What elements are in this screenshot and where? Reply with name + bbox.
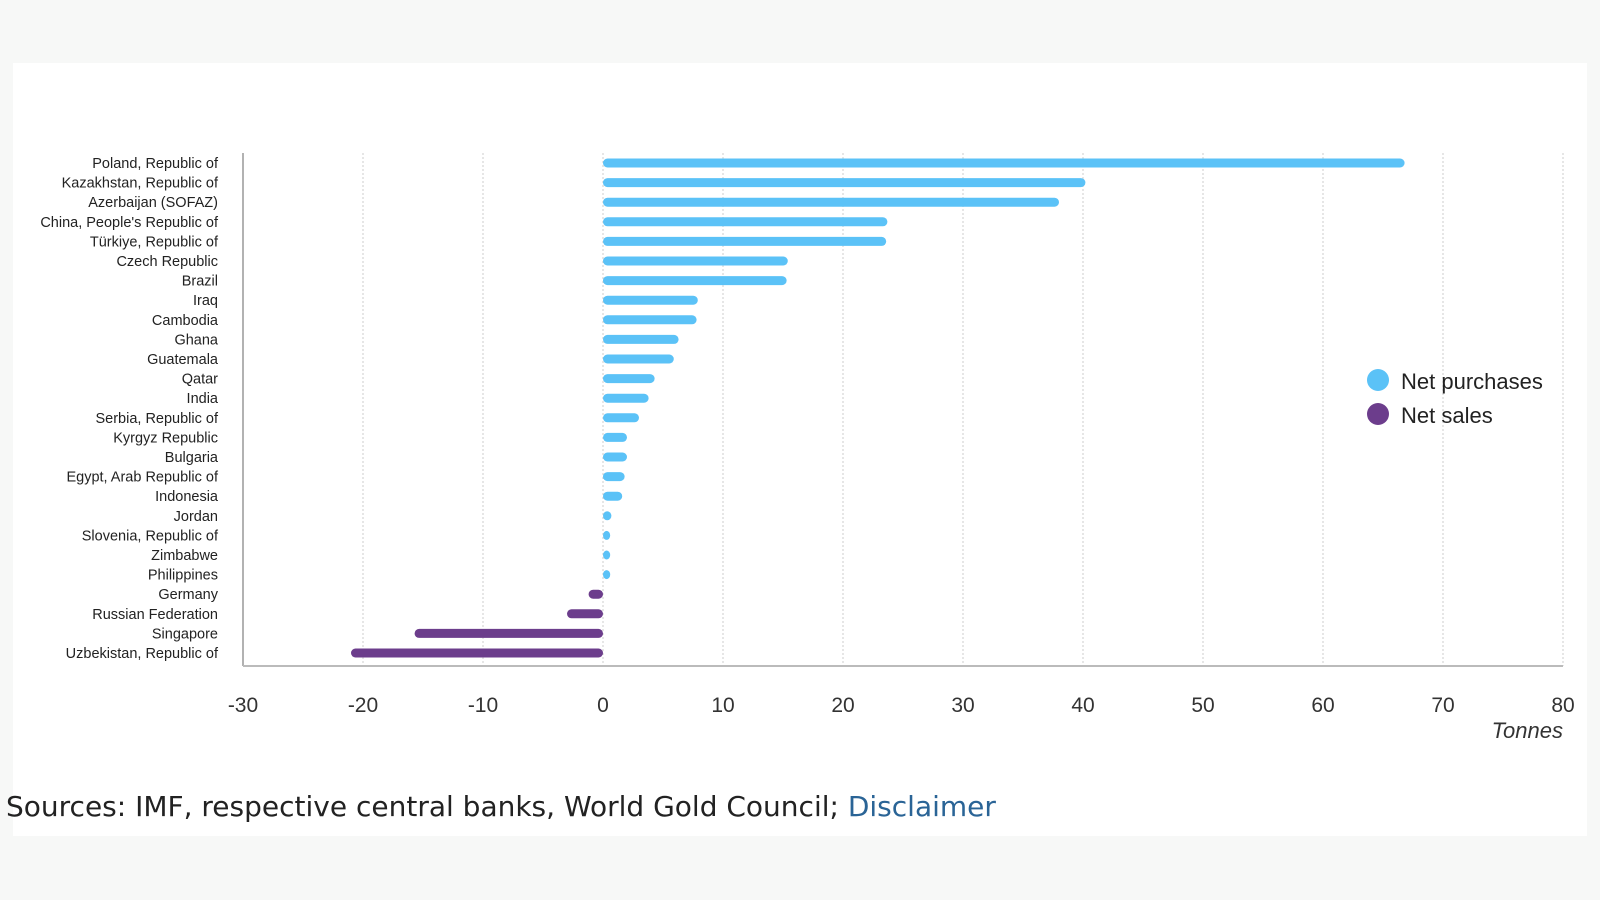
y-tick-label: India (187, 391, 219, 407)
bar-t-rkiye-republic-of[interactable] (603, 236, 887, 246)
x-tick-label: 30 (951, 694, 974, 717)
y-tick-label: Zimbabwe (151, 548, 218, 564)
y-tick-label: Uzbekistan, Republic of (66, 646, 219, 662)
y-tick-label: Jordan (174, 509, 218, 525)
y-tick-label: Qatar (182, 372, 218, 388)
bar-zimbabwe[interactable] (603, 550, 611, 560)
x-tick-label: 0 (597, 694, 609, 717)
bar-qatar[interactable] (603, 374, 655, 384)
legend: Net purchases Net sales (1367, 369, 1543, 428)
y-tick-label: Germany (158, 587, 218, 603)
bar-ghana[interactable] (603, 334, 679, 344)
x-tick-label: 40 (1071, 694, 1094, 717)
bar-bulgaria[interactable] (603, 452, 627, 462)
bar-uzbekistan-republic-of[interactable] (351, 648, 603, 658)
x-axis-title: Tonnes (1492, 718, 1563, 743)
legend-label-net-sales[interactable]: Net sales (1401, 403, 1493, 428)
y-tick-label: Bulgaria (165, 450, 219, 466)
y-tick-label: Philippines (148, 568, 218, 584)
x-tick-label: -20 (348, 694, 378, 717)
y-tick-label: Azerbaijan (SOFAZ) (88, 195, 218, 211)
y-tick-label: China, People's Republic of (40, 215, 219, 231)
sources-text: Sources: IMF, respective central banks, … (6, 790, 848, 823)
bar-azerbaijan-sofaz-[interactable] (603, 197, 1059, 207)
bar-singapore[interactable] (414, 628, 603, 638)
bar-slovenia-republic-of[interactable] (603, 530, 611, 540)
chart-card (13, 63, 1587, 836)
bar-cambodia[interactable] (603, 315, 697, 325)
y-tick-label: Czech Republic (116, 254, 218, 270)
bar-germany[interactable] (588, 589, 603, 599)
x-tick-label: 60 (1311, 694, 1334, 717)
bar-philippines[interactable] (603, 570, 611, 580)
x-tick-label: -30 (228, 694, 258, 717)
x-tick-label: 50 (1191, 694, 1214, 717)
bar-china-people-s-republic-of[interactable] (603, 217, 888, 227)
y-tick-label: Singapore (152, 626, 218, 642)
bar-iraq[interactable] (603, 295, 698, 305)
x-tick-label: -10 (468, 694, 498, 717)
bar-russian-federation[interactable] (567, 609, 603, 619)
bar-czech-republic[interactable] (603, 256, 788, 266)
x-tick-label: 70 (1431, 694, 1454, 717)
sources-note: Sources: IMF, respective central banks, … (6, 790, 996, 823)
bar-guatemala[interactable] (603, 354, 674, 364)
y-tick-label: Egypt, Arab Republic of (66, 470, 219, 486)
y-tick-label: Iraq (193, 293, 218, 309)
bar-poland-republic-of[interactable] (603, 158, 1405, 168)
bar-egypt-arab-republic-of[interactable] (603, 472, 625, 482)
y-tick-label: Cambodia (152, 313, 219, 329)
legend-marker-net-purchases (1367, 369, 1389, 391)
bar-serbia-republic-of[interactable] (603, 413, 639, 423)
bar-kazakhstan-republic-of[interactable] (603, 178, 1086, 188)
legend-marker-net-sales (1367, 403, 1389, 425)
x-tick-label: 80 (1551, 694, 1574, 717)
y-tick-label: Kazakhstan, Republic of (62, 176, 219, 192)
y-tick-label: Slovenia, Republic of (82, 528, 219, 544)
legend-label-net-purchases[interactable]: Net purchases (1401, 369, 1543, 394)
y-tick-label: Kyrgyz Republic (113, 430, 218, 446)
y-tick-label: Serbia, Republic of (95, 411, 218, 427)
y-tick-label: Russian Federation (92, 607, 218, 623)
bar-jordan[interactable] (603, 511, 612, 521)
bar-indonesia[interactable] (603, 491, 623, 501)
bar-kyrgyz-republic[interactable] (603, 432, 627, 442)
disclaimer-link[interactable]: Disclaimer (847, 790, 996, 823)
y-tick-label: Indonesia (155, 489, 219, 505)
x-tick-label: 20 (831, 694, 854, 717)
bar-india[interactable] (603, 393, 649, 403)
y-tick-label: Poland, Republic of (92, 156, 219, 172)
y-tick-label: Brazil (182, 274, 218, 290)
y-tick-label: Türkiye, Republic of (90, 234, 219, 250)
y-tick-label: Ghana (174, 332, 218, 348)
y-tick-label: Guatemala (147, 352, 219, 368)
x-tick-label: 10 (711, 694, 734, 717)
bar-brazil[interactable] (603, 276, 787, 286)
